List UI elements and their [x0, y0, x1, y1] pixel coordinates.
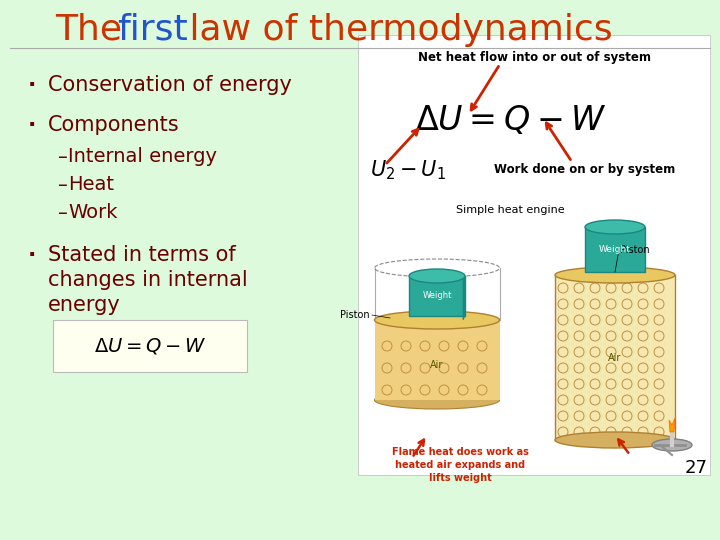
Text: Work done on or by system: Work done on or by system: [495, 164, 675, 177]
Ellipse shape: [374, 311, 500, 329]
Text: Conservation of energy: Conservation of energy: [48, 75, 292, 95]
Text: ·: ·: [28, 115, 37, 135]
Text: Flame heat does work as
heated air expands and
lifts weight: Flame heat does work as heated air expan…: [392, 447, 528, 483]
Ellipse shape: [585, 220, 645, 234]
Text: Weight: Weight: [423, 292, 451, 300]
Ellipse shape: [409, 269, 465, 283]
Text: Stated in terms of: Stated in terms of: [48, 245, 235, 265]
Ellipse shape: [555, 267, 675, 283]
Text: Simple heat engine: Simple heat engine: [456, 205, 564, 215]
Polygon shape: [555, 275, 675, 440]
Text: energy: energy: [48, 295, 121, 315]
Text: 27: 27: [685, 459, 708, 477]
Text: Heat: Heat: [68, 176, 114, 194]
Bar: [585, 227, 645, 272]
Text: $\Delta U = Q - W$: $\Delta U = Q - W$: [94, 336, 207, 356]
Text: –: –: [58, 147, 68, 166]
Text: Air: Air: [608, 353, 621, 363]
Text: changes in internal: changes in internal: [48, 270, 248, 290]
Text: first: first: [117, 13, 188, 47]
Text: ·: ·: [28, 75, 37, 95]
Text: ·: ·: [28, 245, 37, 265]
Text: $U_2 - U_1$: $U_2 - U_1$: [370, 158, 446, 182]
Ellipse shape: [652, 439, 692, 451]
Polygon shape: [669, 418, 675, 432]
Text: –: –: [58, 176, 68, 194]
Text: Net heat flow into or out of system: Net heat flow into or out of system: [418, 51, 650, 64]
Text: law of thermodynamics: law of thermodynamics: [178, 13, 613, 47]
FancyBboxPatch shape: [53, 320, 247, 372]
Bar: [409, 276, 465, 316]
Text: Work: Work: [68, 204, 117, 222]
Text: $\Delta U = Q - W$: $\Delta U = Q - W$: [415, 104, 606, 137]
Ellipse shape: [555, 432, 675, 448]
Text: Piston: Piston: [620, 245, 649, 255]
Text: Piston: Piston: [341, 310, 370, 320]
Text: –: –: [58, 204, 68, 222]
Text: Air: Air: [431, 360, 444, 370]
Polygon shape: [375, 320, 500, 400]
Text: The: The: [55, 13, 133, 47]
Ellipse shape: [374, 391, 500, 409]
Text: Components: Components: [48, 115, 179, 135]
FancyBboxPatch shape: [358, 35, 710, 475]
Text: Weight: Weight: [599, 246, 631, 254]
Text: Internal energy: Internal energy: [68, 147, 217, 166]
Polygon shape: [463, 276, 465, 320]
